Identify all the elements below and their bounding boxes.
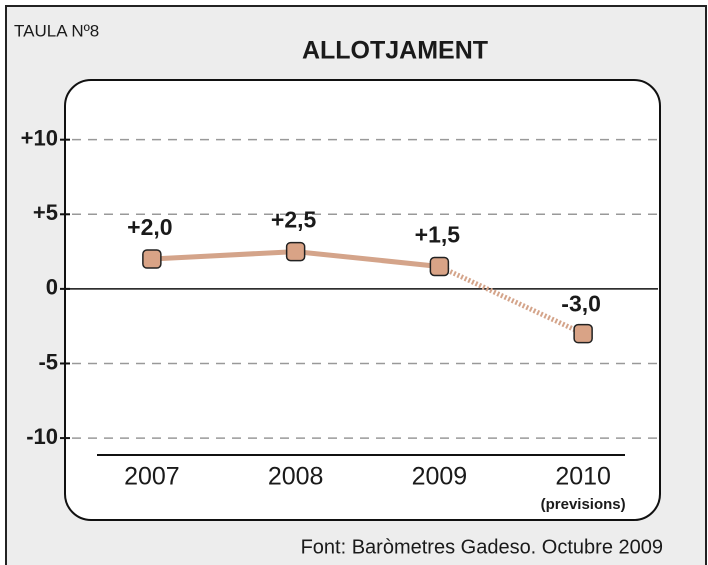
y-tick-label: +5 — [33, 200, 58, 225]
value-label: +2,5 — [271, 207, 317, 233]
y-tick-label: -5 — [38, 349, 58, 374]
x-tick-label: 2008 — [268, 463, 324, 491]
marker — [429, 256, 450, 277]
value-label: -3,0 — [561, 291, 601, 317]
source: Font: Baròmetres Gadeso. Octubre 2009 — [301, 536, 663, 558]
marker — [142, 249, 162, 269]
y-tick-label: 0 — [46, 275, 58, 300]
x-tick-label: 2007 — [124, 463, 180, 491]
value-label: +2,0 — [127, 214, 172, 240]
value-label: +1,5 — [415, 222, 461, 248]
y-tick-label: -10 — [26, 424, 58, 449]
marker — [573, 323, 593, 344]
table-label: TAULA Nº8 — [14, 21, 99, 40]
y-tick-label: +10 — [21, 125, 58, 150]
x-tick-label: 2009 — [412, 463, 468, 491]
x-tick-label: 2010 — [555, 463, 611, 491]
chart-title: ALLOTJAMENT — [302, 37, 488, 65]
forecast-label: (previsions) — [541, 496, 626, 513]
marker — [285, 241, 306, 262]
forecast-line — [438, 264, 585, 336]
